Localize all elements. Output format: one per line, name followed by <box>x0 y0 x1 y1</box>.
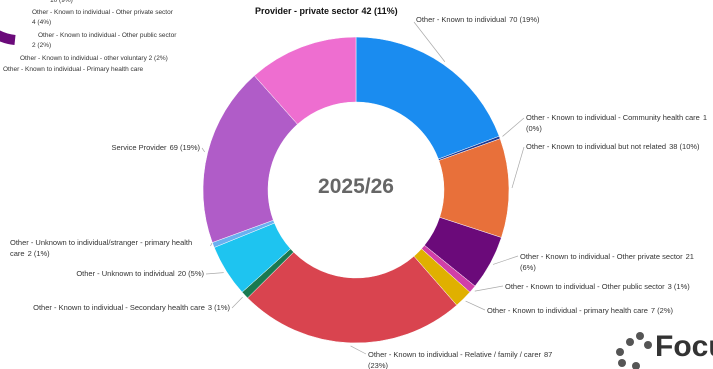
center-label: 2025/26 <box>318 175 394 198</box>
label-name: Provider - private sector <box>255 6 359 16</box>
partial-label: Other - Known to individual - Primary he… <box>3 66 144 73</box>
logo: Focu <box>655 330 713 363</box>
partial-label: 2 (2%) <box>32 42 52 49</box>
label-name: Other - Known to individual - Community … <box>526 113 700 122</box>
leader-line <box>492 255 519 265</box>
label-name: Other - Unknown to individual <box>76 269 175 278</box>
data-label: Provider - private sector 42 (11%) <box>255 6 455 17</box>
leader-line <box>210 242 213 247</box>
label-name: Other - Known to individual - Secondary … <box>33 303 205 312</box>
partial-label: Other - Known to individual - Other publ… <box>38 32 177 39</box>
partial-label: 10 (9%) <box>50 0 73 4</box>
label-name: Other - Known to individual - Other priv… <box>520 252 683 261</box>
data-label: Other - Known to individual - Secondary … <box>30 302 230 313</box>
data-label: Other - Unknown to individual/stranger -… <box>10 237 200 259</box>
value-label: 21 (6%) <box>520 252 694 272</box>
value-label: 20 (5%) <box>177 269 204 278</box>
leader-line <box>413 21 446 62</box>
label-name: Other - Known to individual - Other publ… <box>505 282 665 291</box>
data-label: Service Provider 69 (19%) <box>40 142 200 153</box>
logo-icon <box>616 332 652 369</box>
partial-label: Other - Known to individual - Other priv… <box>32 9 173 16</box>
data-label: Other - Known to individual - Other priv… <box>520 251 710 273</box>
donut-segment <box>253 36 357 125</box>
partial-chart-arc <box>0 30 16 45</box>
leader-line <box>474 285 504 292</box>
partial-label: Other - Known to individual - other volu… <box>20 55 168 62</box>
leader-line <box>465 300 486 311</box>
value-label: 42 (11%) <box>361 6 398 16</box>
data-label: Other - Known to individual 70 (19%) <box>416 14 616 25</box>
value-label: 38 (10%) <box>669 142 700 151</box>
label-name: Other - Known to individual but not rela… <box>526 142 667 151</box>
leader-line <box>201 147 206 153</box>
leader-line <box>511 146 525 189</box>
value-label: 69 (19%) <box>169 143 200 152</box>
data-label: Other - Known to individual - primary he… <box>487 305 707 316</box>
label-name: Other - Known to individual - primary he… <box>487 306 648 315</box>
label-name: Other - Known to individual - Relative /… <box>368 350 541 359</box>
data-label: Other - Known to individual - Relative /… <box>368 349 568 369</box>
value-label: 7 (2%) <box>650 306 673 315</box>
label-name: Other - Unknown to individual/stranger -… <box>10 238 193 258</box>
data-label: Other - Known to individual but not rela… <box>526 141 713 152</box>
partial-label: 4 (4%) <box>32 19 52 26</box>
leader-line <box>502 117 525 137</box>
data-label: Other - Unknown to individual 20 (5%) <box>40 268 204 279</box>
value-label: 2 (1%) <box>27 249 50 258</box>
data-label: Other - Known to individual - Community … <box>526 112 713 134</box>
value-label: 87 (23%) <box>368 350 553 369</box>
value-label: 3 (1%) <box>667 282 690 291</box>
value-label: 70 (19%) <box>509 15 540 24</box>
value-label: 3 (1%) <box>207 303 230 312</box>
label-name: Other - Known to individual <box>416 15 507 24</box>
leader-line <box>231 296 243 309</box>
donut-segment <box>355 36 500 160</box>
label-name: Service Provider <box>111 143 167 152</box>
leader-line <box>350 345 367 355</box>
leader-line <box>205 272 224 275</box>
data-label: Other - Known to individual - Other publ… <box>505 281 705 292</box>
value-label: 1 (0%) <box>526 113 708 133</box>
